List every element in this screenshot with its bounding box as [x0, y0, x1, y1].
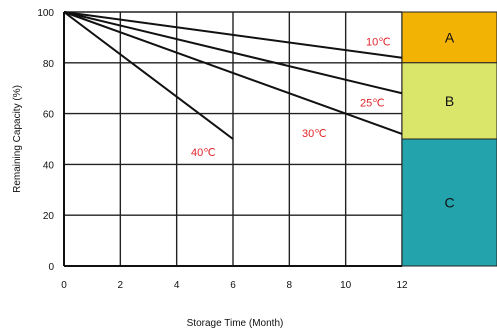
zone-label-c: C	[444, 195, 454, 211]
y-tick-label: 80	[43, 59, 55, 70]
zone-label-b: B	[445, 93, 454, 109]
axes	[63, 12, 402, 267]
series-label: 10℃	[366, 37, 391, 49]
zone-c	[401, 138, 497, 267]
series-label: 25℃	[360, 97, 385, 109]
x-tick-label: 2	[118, 280, 124, 291]
y-tick-label: 60	[43, 110, 55, 121]
x-tick-label: 10	[340, 280, 352, 291]
grid	[63, 11, 403, 267]
y-axis-label: Remaining Capacity (%)	[12, 85, 23, 193]
series-line-1	[63, 11, 403, 95]
x-tick-label: 8	[287, 280, 293, 291]
series-line-0	[63, 11, 403, 59]
zone-a	[401, 11, 497, 64]
series-labels: 10℃ 25℃ 30℃ 40℃	[191, 37, 391, 159]
series-line-2	[63, 11, 403, 135]
zone-b	[401, 62, 497, 140]
series-label: 30℃	[302, 128, 327, 140]
series-lines	[63, 11, 403, 140]
series-label: 40℃	[191, 147, 216, 159]
y-tick-label: 20	[43, 211, 55, 222]
x-tick-label: 4	[174, 280, 180, 291]
y-tick-label: 40	[43, 160, 55, 171]
y-tick-label: 0	[48, 262, 54, 273]
y-tick-label: 100	[37, 8, 54, 19]
series-line-3	[63, 11, 234, 140]
x-axis-label: Storage Time (Month)	[187, 318, 284, 329]
zone-label-a: A	[445, 29, 455, 45]
x-tick-label: 12	[396, 280, 408, 291]
x-tick-label: 0	[61, 280, 67, 291]
tick-labels: 0 2 4 6 8 10 12 0 20 40 60 80 100	[37, 8, 408, 291]
capacity-zones: A B C	[401, 11, 497, 267]
x-tick-label: 6	[230, 280, 236, 291]
